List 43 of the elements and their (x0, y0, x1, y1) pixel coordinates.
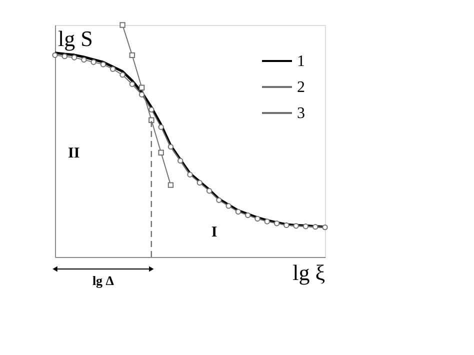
point (148, 117, 154, 123)
point (138, 84, 145, 90)
annotation: II (68, 146, 80, 162)
point (90, 59, 96, 65)
point (62, 53, 68, 60)
point (120, 72, 126, 78)
point (178, 158, 184, 164)
point (264, 218, 270, 224)
x-axis-title: lg ξ (292, 260, 326, 285)
point (322, 224, 328, 230)
point (120, 22, 126, 28)
point (284, 222, 290, 228)
point (129, 52, 135, 58)
point (110, 66, 116, 72)
point (274, 220, 280, 226)
point (138, 92, 145, 98)
point (100, 62, 106, 68)
point (187, 172, 193, 178)
text: lg Δ (92, 273, 114, 288)
point (293, 223, 299, 229)
point (71, 54, 78, 60)
point (148, 106, 154, 113)
point (206, 188, 212, 194)
point (129, 81, 135, 87)
point (168, 144, 174, 150)
point (196, 180, 202, 186)
point (312, 224, 318, 230)
point (168, 182, 174, 188)
annotation: I (211, 224, 218, 240)
point (52, 52, 58, 58)
point (216, 197, 222, 203)
point (158, 124, 164, 130)
point (226, 203, 232, 209)
point (302, 224, 309, 230)
point (158, 150, 164, 156)
point (81, 56, 87, 63)
point (245, 212, 251, 218)
point (235, 208, 242, 215)
y-axis-title: lg S (58, 26, 93, 51)
legend-label: 1 (297, 53, 305, 70)
point (254, 216, 260, 222)
legend-label: 2 (297, 79, 305, 96)
legend-label: 3 (297, 105, 305, 122)
